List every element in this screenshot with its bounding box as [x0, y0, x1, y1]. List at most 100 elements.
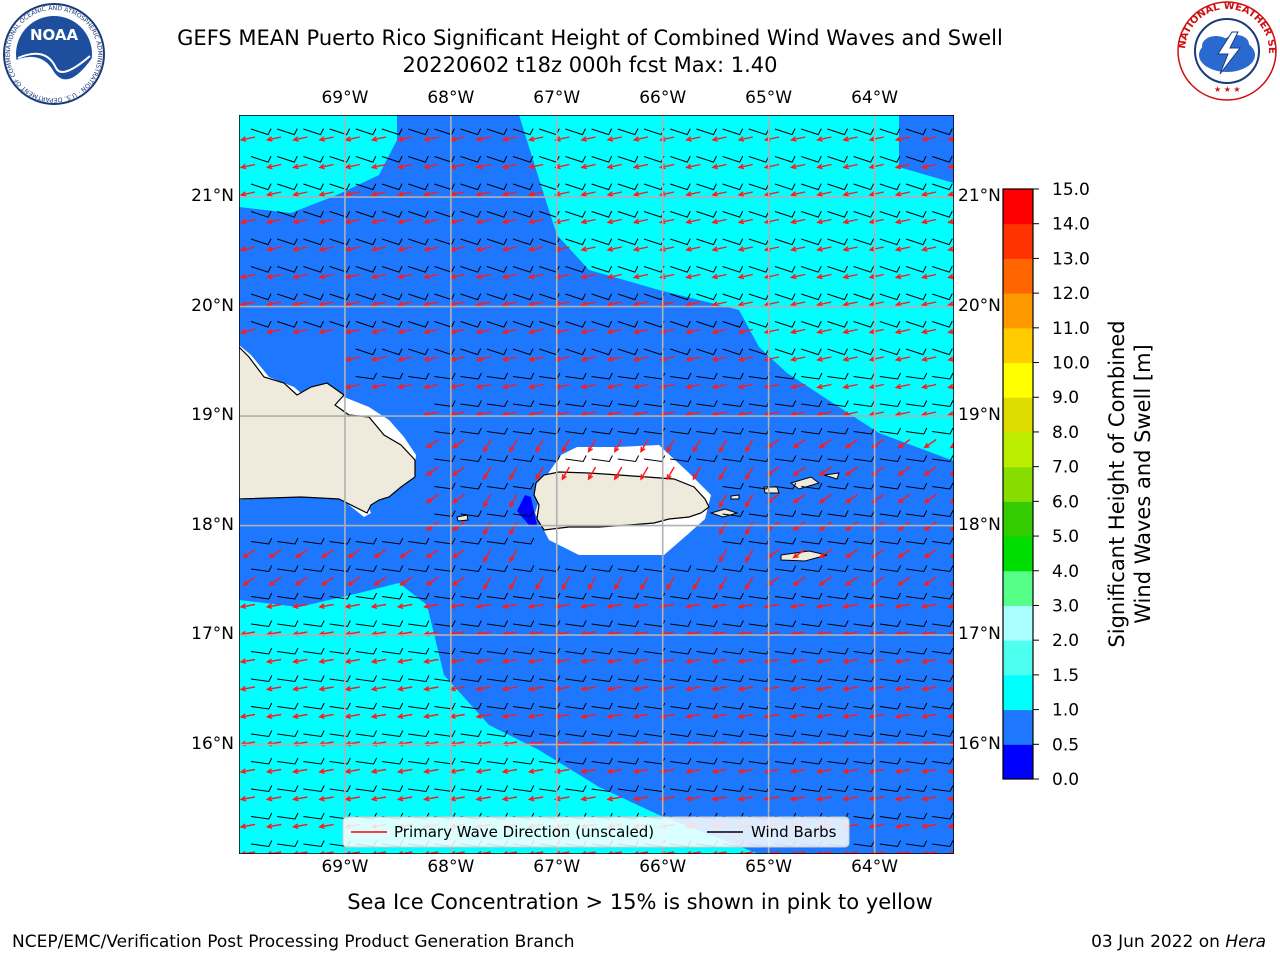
- wind-barb: [460, 372, 482, 380]
- wave-direction-arrow: [920, 136, 937, 142]
- wind-barb: [670, 348, 691, 356]
- wave-direction-arrow: [240, 850, 256, 854]
- wind-barb: [355, 372, 378, 380]
- wind-barb: [696, 348, 717, 356]
- legend: Primary Wave Direction (unscaled) Wind B…: [342, 816, 850, 848]
- wind-barb: [460, 348, 482, 356]
- wave-direction-arrow: [239, 823, 256, 829]
- wave-direction-arrow: [344, 356, 360, 362]
- wave-direction-arrow: [239, 273, 256, 280]
- wave-direction-arrow: [475, 218, 491, 225]
- wind-barb: [722, 455, 744, 463]
- wave-direction-arrow: [265, 823, 282, 829]
- wave-direction-arrow: [640, 439, 649, 454]
- wind-barb: [303, 812, 325, 820]
- wind-barb: [617, 427, 640, 435]
- wind-barb: [486, 400, 509, 408]
- wave-direction-arrow: [923, 548, 937, 559]
- wind-barb: [932, 840, 954, 848]
- wave-direction-arrow: [816, 273, 832, 280]
- wave-direction-arrow: [632, 136, 649, 142]
- wave-direction-arrow: [344, 191, 360, 197]
- wind-barb: [853, 730, 875, 738]
- wind-barb: [408, 183, 429, 191]
- wave-direction-arrow: [685, 301, 701, 307]
- wave-direction-arrow: [816, 768, 832, 774]
- wind-barb: [801, 537, 823, 545]
- wind-barb: [486, 510, 509, 518]
- wave-direction-arrow: [509, 466, 518, 481]
- wind-barb: [905, 620, 928, 628]
- wind-barb: [460, 730, 482, 738]
- wave-direction-arrow: [475, 191, 491, 197]
- wave-direction-arrow: [842, 301, 858, 307]
- wave-direction-arrow: [425, 438, 439, 449]
- wind-barb: [460, 757, 482, 765]
- lat-tick-right: 20°N: [958, 295, 1001, 316]
- wave-direction-arrow: [320, 548, 334, 559]
- wind-barb: [879, 455, 902, 463]
- wind-barb: [408, 565, 430, 573]
- wind-barb: [879, 647, 902, 655]
- wind-barb: [486, 265, 508, 273]
- wave-direction-arrow: [685, 356, 701, 362]
- wave-direction-arrow: [451, 438, 465, 449]
- wave-direction-arrow: [737, 795, 753, 802]
- wind-barb: [932, 812, 954, 820]
- wave-direction-arrow: [816, 191, 832, 197]
- wind-barb: [565, 128, 586, 136]
- wave-direction-arrow: [370, 273, 387, 280]
- wind-barb: [853, 210, 875, 218]
- wind-barb: [329, 620, 351, 628]
- wind-barb: [643, 785, 666, 793]
- wave-direction-arrow: [587, 466, 597, 481]
- wind-barb: [774, 537, 797, 545]
- wave-direction-arrow: [370, 383, 387, 390]
- wave-direction-arrow: [239, 136, 256, 142]
- wind-barb: [303, 702, 325, 710]
- wind-barb: [591, 455, 613, 463]
- wind-barb: [512, 620, 535, 628]
- wind-barb: [460, 427, 482, 435]
- colorbar-tick-label: 4.0: [1052, 562, 1079, 582]
- wave-direction-arrow: [868, 658, 884, 664]
- lon-tick-bottom: 64°W: [851, 857, 899, 877]
- legend-label-wave: Primary Wave Direction (unscaled): [394, 823, 654, 841]
- wave-direction-arrow: [587, 439, 597, 454]
- wave-direction-arrow: [789, 658, 806, 664]
- wind-barb: [460, 620, 482, 628]
- wave-direction-arrow: [868, 383, 884, 390]
- wave-direction-arrow: [632, 383, 649, 390]
- wind-barb: [905, 730, 928, 738]
- wave-direction-arrow: [482, 439, 492, 454]
- wind-barb: [827, 427, 849, 435]
- wind-barb: [408, 128, 429, 136]
- wind-barb: [722, 785, 744, 793]
- wave-direction-arrow: [344, 795, 360, 802]
- wind-barb: [512, 537, 535, 545]
- wave-direction-arrow: [606, 383, 622, 390]
- wave-direction-arrow: [265, 328, 282, 335]
- wind-barb: [277, 840, 299, 848]
- wave-direction-arrow: [265, 768, 282, 774]
- wave-direction-arrow: [632, 328, 649, 335]
- wave-direction-arrow: [632, 273, 649, 280]
- wind-barb: [434, 592, 456, 600]
- footer-date: 03 Jun 2022 on Hera: [1091, 932, 1266, 952]
- low-wave-patch: [517, 495, 537, 525]
- wind-barb: [879, 565, 902, 573]
- wind-barb: [381, 592, 404, 600]
- wave-direction-arrow: [527, 163, 544, 170]
- wave-direction-arrow: [920, 301, 937, 307]
- wind-barb: [329, 238, 351, 246]
- wind-barb: [670, 757, 692, 765]
- wind-barb: [617, 265, 639, 273]
- wind-barb: [355, 293, 377, 301]
- colorbar-tick-label: 2.0: [1052, 631, 1079, 651]
- wave-direction-arrow: [423, 685, 439, 692]
- island-culebra: [730, 494, 740, 500]
- wind-barb: [591, 372, 613, 380]
- footer-date-text: 03 Jun 2022 on: [1091, 932, 1226, 952]
- wind-barb: [905, 427, 928, 435]
- wave-direction-arrow: [396, 768, 413, 774]
